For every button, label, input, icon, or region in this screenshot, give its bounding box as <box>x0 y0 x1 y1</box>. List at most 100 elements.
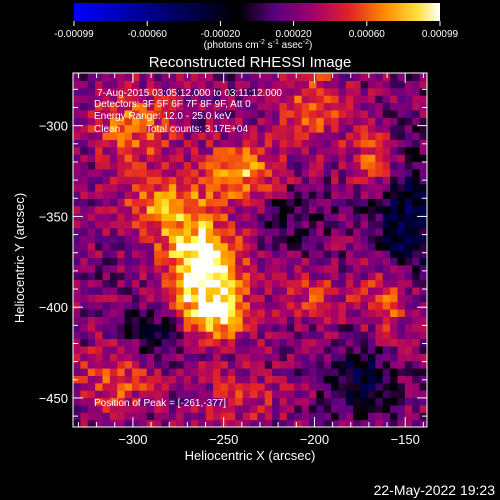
heatmap-cell <box>286 213 295 222</box>
heatmap-cell <box>286 73 295 81</box>
heatmap-cell <box>353 235 362 244</box>
heatmap-cell <box>323 146 332 155</box>
heatmap-cell <box>154 220 163 229</box>
heatmap-cell <box>168 360 177 369</box>
heatmap-cell <box>154 338 163 347</box>
heatmap-cell <box>257 309 266 317</box>
heatmap-cell <box>368 301 376 310</box>
heatmap-cell <box>146 191 155 199</box>
heatmap-cell <box>309 109 317 118</box>
heatmap-cell <box>205 375 214 384</box>
heatmap-cell <box>272 286 281 295</box>
heatmap-cell <box>404 382 413 391</box>
heatmap-cell <box>301 235 310 244</box>
heatmap-cell <box>375 419 384 427</box>
heatmap-cell <box>73 345 81 354</box>
heatmap-cell <box>257 404 266 413</box>
heatmap-cell <box>73 183 81 192</box>
heatmap-cell <box>242 227 251 236</box>
heatmap-cell <box>301 419 310 427</box>
heatmap-cell <box>390 404 399 413</box>
heatmap-cell <box>250 404 258 413</box>
heatmap-cell <box>286 419 295 427</box>
heatmap-cell <box>183 102 192 111</box>
heatmap-cell <box>220 390 229 399</box>
heatmap-cell <box>242 176 251 185</box>
heatmap-cell <box>338 301 347 310</box>
heatmap-cell <box>168 264 177 273</box>
heatmap-cell <box>301 264 310 273</box>
heatmap-cell <box>198 102 207 111</box>
heatmap-cell <box>316 257 325 266</box>
heatmap-cell <box>309 102 317 111</box>
heatmap-cell <box>139 242 148 251</box>
heatmap-cell <box>80 331 89 340</box>
heatmap-cell <box>87 353 96 362</box>
heatmap-cell <box>323 176 332 185</box>
heatmap-cell <box>375 154 384 163</box>
heatmap-cell <box>220 316 229 325</box>
heatmap-cell <box>220 368 229 376</box>
heatmap-cell <box>139 397 148 406</box>
heatmap-cell <box>183 109 192 118</box>
heatmap-cell <box>146 338 155 347</box>
heatmap-cell <box>205 161 214 170</box>
heatmap-cell <box>183 250 192 258</box>
heatmap-cell <box>213 242 222 251</box>
heatmap-cell <box>397 95 406 104</box>
heatmap-cell <box>117 242 126 251</box>
heatmap-cell <box>191 419 199 427</box>
heatmap-cell <box>404 205 413 214</box>
heatmap-cell <box>87 360 96 369</box>
heatmap-cell <box>73 404 81 413</box>
heatmap-cell <box>353 95 362 104</box>
heatmap-cell <box>102 279 111 288</box>
heatmap-cell <box>198 301 207 310</box>
heatmap-cell <box>345 368 354 376</box>
heatmap-cell <box>331 235 340 244</box>
heatmap-cell <box>213 412 222 421</box>
heatmap-cell <box>87 338 96 347</box>
heatmap-cell <box>95 132 104 140</box>
heatmap-cell <box>257 279 266 288</box>
heatmap-cell <box>124 213 133 222</box>
heatmap-cell <box>80 168 89 177</box>
heatmap-cell <box>161 382 170 391</box>
heatmap-cell <box>375 220 384 229</box>
heatmap-cell <box>345 73 354 81</box>
heatmap-cell <box>168 242 177 251</box>
heatmap-cell <box>95 198 104 207</box>
heatmap-cell <box>109 272 118 281</box>
heatmap-cell <box>309 235 317 244</box>
heatmap-cell <box>323 213 332 222</box>
heatmap-cell <box>272 168 281 177</box>
heatmap-cell <box>235 368 244 376</box>
heatmap-cell <box>161 323 170 332</box>
heatmap-cell <box>235 124 244 133</box>
heatmap-cell <box>419 95 427 104</box>
heatmap-cell <box>117 183 126 192</box>
heatmap-cell <box>353 132 362 140</box>
heatmap-cell <box>286 220 295 229</box>
heatmap-cell <box>360 345 369 354</box>
heatmap-cell <box>198 257 207 266</box>
heatmap-cell <box>264 87 273 96</box>
heatmap-cell <box>375 161 384 170</box>
heatmap-cell <box>397 191 406 199</box>
heatmap-cell <box>360 412 369 421</box>
heatmap-cell <box>235 213 244 222</box>
heatmap-cell <box>353 102 362 111</box>
heatmap-cell <box>102 338 111 347</box>
heatmap-cell <box>360 242 369 251</box>
heatmap-cell <box>198 353 207 362</box>
heatmap-cell <box>368 404 376 413</box>
heatmap-cell <box>360 323 369 332</box>
heatmap-cell <box>375 235 384 244</box>
heatmap-cell <box>183 235 192 244</box>
heatmap-cell <box>412 353 421 362</box>
heatmap-cell <box>109 117 118 126</box>
heatmap-cell <box>132 139 140 148</box>
heatmap-cell <box>176 309 185 317</box>
heatmap-cell <box>73 242 81 251</box>
heatmap-cell <box>323 257 332 266</box>
